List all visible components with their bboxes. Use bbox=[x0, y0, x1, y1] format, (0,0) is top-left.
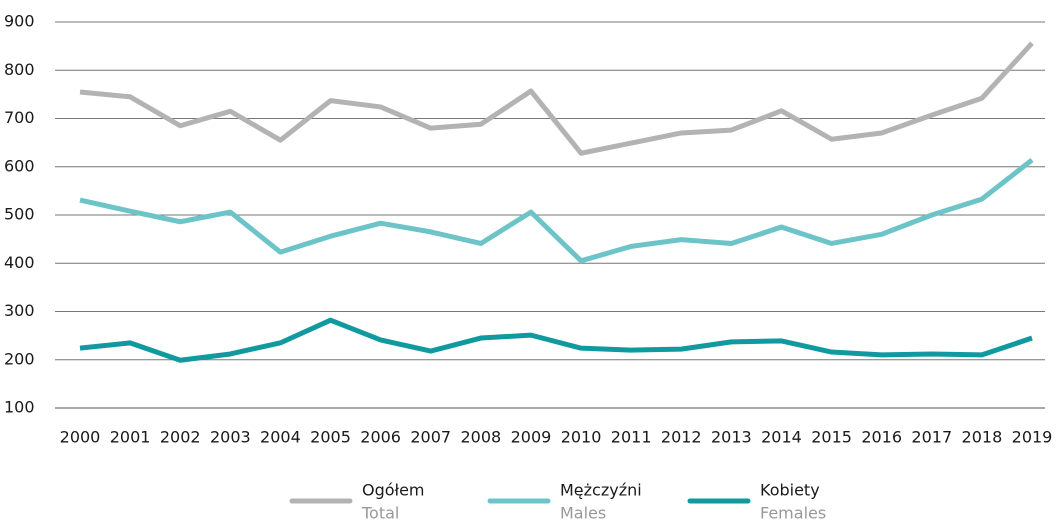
x-tick-label: 2000 bbox=[60, 428, 101, 447]
x-tick-label: 2005 bbox=[310, 428, 351, 447]
legend-sublabel: Males bbox=[560, 504, 606, 523]
y-tick-label: 400 bbox=[4, 253, 35, 272]
x-tick-label: 2012 bbox=[661, 428, 702, 447]
y-tick-label: 800 bbox=[4, 60, 35, 79]
x-tick-label: 2007 bbox=[410, 428, 451, 447]
x-tick-label: 2003 bbox=[210, 428, 251, 447]
x-tick-label: 2008 bbox=[460, 428, 501, 447]
series-line bbox=[79, 158, 1034, 264]
legend-label: Mężczyźni bbox=[560, 481, 642, 500]
x-tick-label: 2016 bbox=[861, 428, 902, 447]
y-tick-label: 200 bbox=[4, 349, 35, 368]
x-tick-label: 2011 bbox=[611, 428, 652, 447]
y-tick-label: 100 bbox=[4, 398, 35, 417]
y-tick-label: 300 bbox=[4, 301, 35, 320]
x-tick-label: 2018 bbox=[962, 428, 1003, 447]
y-tick-label: 700 bbox=[4, 108, 35, 127]
x-tick-label: 2010 bbox=[561, 428, 602, 447]
legend-label: Kobiety bbox=[760, 481, 820, 500]
y-tick-label: 600 bbox=[4, 156, 35, 175]
x-tick-label: 2019 bbox=[1012, 428, 1053, 447]
y-tick-label: 500 bbox=[4, 205, 35, 224]
x-tick-label: 2014 bbox=[761, 428, 802, 447]
x-tick-label: 2009 bbox=[511, 428, 552, 447]
series-line bbox=[79, 317, 1033, 363]
x-tick-label: 2017 bbox=[911, 428, 952, 447]
x-tick-label: 2006 bbox=[360, 428, 401, 447]
x-tick-label: 2004 bbox=[260, 428, 301, 447]
x-tick-label: 2002 bbox=[160, 428, 201, 447]
series-line bbox=[79, 41, 1034, 156]
x-tick-label: 2013 bbox=[711, 428, 752, 447]
x-tick-label: 2015 bbox=[811, 428, 852, 447]
x-tick-label: 2001 bbox=[110, 428, 151, 447]
y-tick-label: 900 bbox=[4, 12, 35, 31]
legend-label: Ogółem bbox=[362, 481, 425, 500]
legend-sublabel: Females bbox=[760, 504, 826, 523]
legend-sublabel: Total bbox=[361, 504, 399, 523]
